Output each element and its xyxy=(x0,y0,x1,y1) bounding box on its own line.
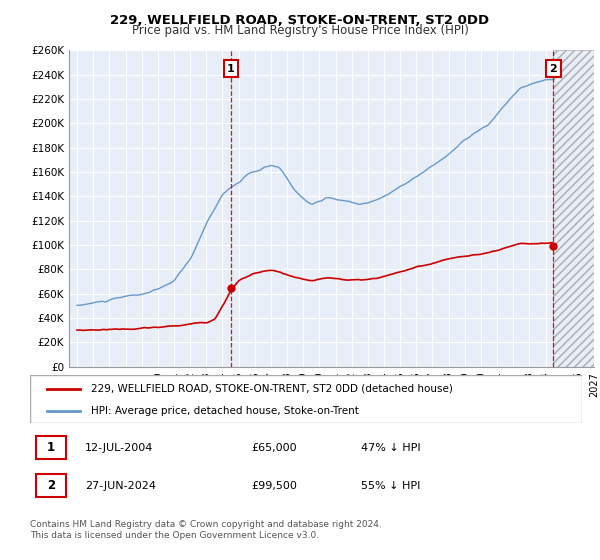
Text: £65,000: £65,000 xyxy=(251,443,296,453)
Text: 1: 1 xyxy=(227,64,235,74)
Text: HPI: Average price, detached house, Stoke-on-Trent: HPI: Average price, detached house, Stok… xyxy=(91,406,359,416)
Bar xyxy=(35,474,66,497)
Text: Price paid vs. HM Land Registry's House Price Index (HPI): Price paid vs. HM Land Registry's House … xyxy=(131,24,469,36)
Text: 1: 1 xyxy=(47,441,55,454)
Text: 229, WELLFIELD ROAD, STOKE-ON-TRENT, ST2 0DD (detached house): 229, WELLFIELD ROAD, STOKE-ON-TRENT, ST2… xyxy=(91,384,452,394)
Bar xyxy=(553,50,594,367)
Text: 55% ↓ HPI: 55% ↓ HPI xyxy=(361,480,421,491)
Text: 2: 2 xyxy=(47,479,55,492)
Text: 47% ↓ HPI: 47% ↓ HPI xyxy=(361,443,421,453)
Text: 2: 2 xyxy=(550,64,557,74)
Text: Contains HM Land Registry data © Crown copyright and database right 2024.
This d: Contains HM Land Registry data © Crown c… xyxy=(30,520,382,540)
Text: 12-JUL-2004: 12-JUL-2004 xyxy=(85,443,154,453)
Bar xyxy=(35,436,66,459)
Text: £99,500: £99,500 xyxy=(251,480,296,491)
Text: 229, WELLFIELD ROAD, STOKE-ON-TRENT, ST2 0DD: 229, WELLFIELD ROAD, STOKE-ON-TRENT, ST2… xyxy=(110,14,490,27)
Text: 27-JUN-2024: 27-JUN-2024 xyxy=(85,480,156,491)
